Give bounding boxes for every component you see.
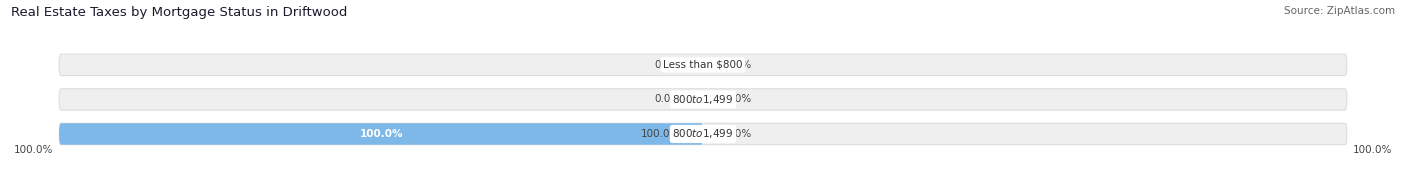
Text: $800 to $1,499: $800 to $1,499 — [672, 93, 734, 106]
Text: 0.0%: 0.0% — [725, 94, 752, 105]
Text: 0.0%: 0.0% — [725, 129, 752, 139]
Text: 100.0%: 100.0% — [1353, 145, 1392, 155]
Text: 0.0%: 0.0% — [725, 60, 752, 70]
Text: Less than $800: Less than $800 — [664, 60, 742, 70]
Text: 100.0%: 100.0% — [14, 145, 53, 155]
Text: Real Estate Taxes by Mortgage Status in Driftwood: Real Estate Taxes by Mortgage Status in … — [11, 6, 347, 19]
FancyBboxPatch shape — [59, 123, 1347, 145]
Text: 0.0%: 0.0% — [654, 94, 681, 105]
Text: $800 to $1,499: $800 to $1,499 — [672, 128, 734, 140]
FancyBboxPatch shape — [59, 89, 1347, 110]
FancyBboxPatch shape — [59, 54, 1347, 76]
FancyBboxPatch shape — [59, 123, 703, 145]
Text: Source: ZipAtlas.com: Source: ZipAtlas.com — [1284, 6, 1395, 16]
Text: 0.0%: 0.0% — [654, 60, 681, 70]
Text: 100.0%: 100.0% — [360, 129, 402, 139]
Text: 100.0%: 100.0% — [641, 129, 681, 139]
